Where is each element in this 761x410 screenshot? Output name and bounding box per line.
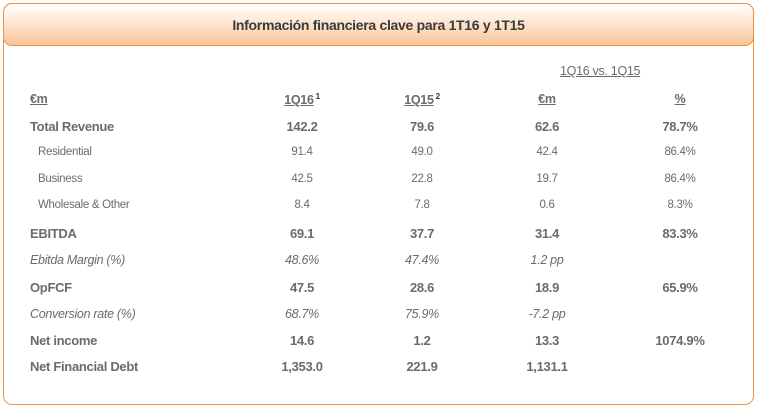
cell-value-1q15: 47.4% [405,253,439,267]
cell-value-1q16: 91.4 [291,146,313,158]
cell-value-1q15: 221.9 [406,359,438,374]
cell-value-1q15: 37.7 [409,226,435,241]
col-header-label: €m [538,92,556,106]
cell-value-1q15: 22.8 [411,173,433,185]
cell-value-1q15: 1.2 [413,333,431,348]
page-title: Información financiera clave para 1T16 y… [232,16,525,33]
cell-diff-eur: 1.2 pp [530,253,564,267]
table-row: Conversion rate (%) 68.7% 75.9% -7.2 pp [0,307,761,327]
col-header-diff-eur: €m [497,92,597,106]
cell-diff-eur: 42.4 [536,146,558,158]
cell-value-1q16: 48.6% [285,253,319,267]
cell-value-1q16: 142.2 [286,119,318,134]
cell-diff-eur: 62.6 [534,119,560,134]
cell-label: Net Financial Debt [30,359,139,374]
cell-value-1q15: 28.6 [409,280,435,295]
cell-value-1q16: 47.5 [289,280,315,295]
cell-value-1q16: 42.5 [291,173,313,185]
cell-label: Residential [38,146,92,158]
cell-diff-pct: 86.4% [664,146,696,158]
comparison-group-header: 1Q16 vs. 1Q15 [560,64,641,78]
col-header-label: 1Q15 [404,93,434,108]
cell-label: Conversion rate (%) [30,307,136,321]
table-row: EBITDA 69.1 37.7 31.4 83.3% [0,226,761,246]
cell-diff-eur: 18.9 [534,280,560,295]
cell-diff-pct: 83.3% [662,226,698,241]
cell-label: Total Revenue [30,119,114,134]
table-row: Residential 91.4 49.0 42.4 86.4% [0,146,761,166]
cell-value-1q15: 79.6 [409,119,435,134]
footnote-marker: 1 [315,92,320,101]
cell-diff-eur: 1,131.1 [526,359,568,374]
table-row: Net Financial Debt 1,353.0 221.9 1,131.1 [0,359,761,379]
table-row: OpFCF 47.5 28.6 18.9 65.9% [0,280,761,300]
cell-diff-eur: 19.7 [536,173,558,185]
title-bar: Información financiera clave para 1T16 y… [3,3,754,46]
cell-value-1q15: 49.0 [411,146,433,158]
table-row: Business 42.5 22.8 19.7 86.4% [0,173,761,193]
table-row: Net income 14.6 1.2 13.3 1074.9% [0,333,761,353]
cell-label: OpFCF [30,280,72,295]
col-header-1q15: 1Q15 2 [372,92,472,107]
cell-value-1q16: 14.6 [289,333,315,348]
cell-value-1q15: 75.9% [405,307,439,321]
cell-value-1q16: 1,353.0 [281,359,323,374]
cell-diff-eur: 13.3 [534,333,560,348]
cell-diff-eur: 31.4 [534,226,560,241]
cell-diff-eur: -7.2 pp [528,307,566,321]
table-row: Total Revenue 142.2 79.6 62.6 78.7% [0,119,761,139]
cell-diff-pct: 8.3% [667,199,693,211]
table-row: Ebitda Margin (%) 48.6% 47.4% 1.2 pp [0,253,761,273]
cell-diff-pct: 65.9% [662,280,698,295]
footnote-marker: 2 [435,92,440,101]
col-header-label: 1Q16 [284,93,314,108]
cell-diff-pct: 1074.9% [655,333,705,348]
cell-value-1q16: 8.4 [294,199,310,211]
cell-value-1q16: 68.7% [285,307,319,321]
cell-diff-pct: 78.7% [662,119,698,134]
cell-value-1q15: 7.8 [414,199,430,211]
cell-label: Wholesale & Other [38,199,130,211]
col-header-diff-pct: % [630,92,730,106]
cell-label: Ebitda Margin (%) [30,253,125,267]
cell-label: Business [38,173,83,185]
cell-label: EBITDA [30,226,77,241]
cell-label: Net income [30,333,98,348]
cell-diff-pct: 86.4% [664,173,696,185]
column-header-row: €m 1Q16 1 1Q15 2 €m % [0,92,761,112]
table-row: Wholesale & Other 8.4 7.8 0.6 8.3% [0,199,761,219]
cell-diff-eur: 0.6 [539,199,555,211]
col-header-label: €m [30,92,48,106]
col-header-label: % [674,92,686,106]
col-header-unit: €m [30,92,48,106]
col-header-1q16: 1Q16 1 [252,92,352,107]
cell-value-1q16: 69.1 [289,226,315,241]
